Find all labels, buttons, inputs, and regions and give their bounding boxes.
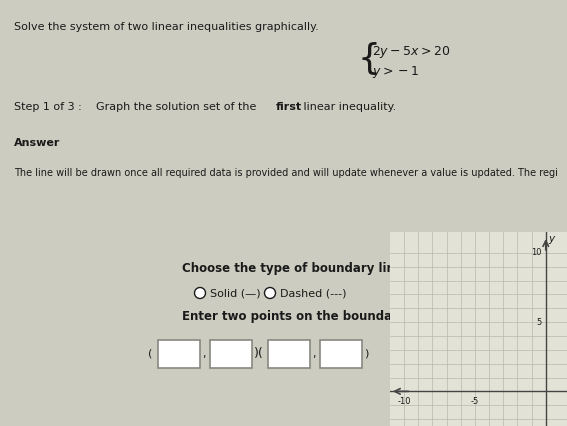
- Text: Choose the type of boundary line:: Choose the type of boundary line:: [182, 262, 408, 275]
- Text: ): ): [364, 349, 369, 359]
- Text: The line will be drawn once all required data is provided and will update whenev: The line will be drawn once all required…: [14, 168, 558, 178]
- Text: y: y: [548, 234, 554, 244]
- Text: ,: ,: [202, 349, 205, 359]
- FancyBboxPatch shape: [320, 340, 362, 368]
- Text: 10: 10: [531, 248, 541, 257]
- Text: Graph the solution set of the: Graph the solution set of the: [96, 102, 260, 112]
- Text: $y > -1$: $y > -1$: [372, 64, 419, 80]
- Text: ,: ,: [312, 349, 315, 359]
- Text: -5: -5: [471, 397, 479, 406]
- Text: )(: )(: [254, 348, 264, 360]
- Text: Answer: Answer: [14, 138, 60, 148]
- FancyBboxPatch shape: [158, 340, 200, 368]
- FancyBboxPatch shape: [210, 340, 252, 368]
- Text: linear inequality.: linear inequality.: [300, 102, 396, 112]
- Text: (: (: [148, 349, 153, 359]
- Text: Step 1 of 3 :: Step 1 of 3 :: [14, 102, 85, 112]
- Text: 5: 5: [536, 317, 541, 327]
- Circle shape: [264, 288, 276, 299]
- Text: Enter two points on the boundary line:: Enter two points on the boundary line:: [182, 310, 439, 323]
- Text: Dashed (---): Dashed (---): [280, 288, 346, 298]
- Text: first: first: [276, 102, 302, 112]
- Text: Solve the system of two linear inequalities graphically.: Solve the system of two linear inequalit…: [14, 22, 319, 32]
- Text: -10: -10: [397, 397, 411, 406]
- FancyBboxPatch shape: [268, 340, 310, 368]
- Text: Solid (—): Solid (—): [210, 288, 261, 298]
- Text: {: {: [358, 42, 381, 76]
- Text: $2y - 5x > 20$: $2y - 5x > 20$: [372, 44, 450, 60]
- Circle shape: [194, 288, 205, 299]
